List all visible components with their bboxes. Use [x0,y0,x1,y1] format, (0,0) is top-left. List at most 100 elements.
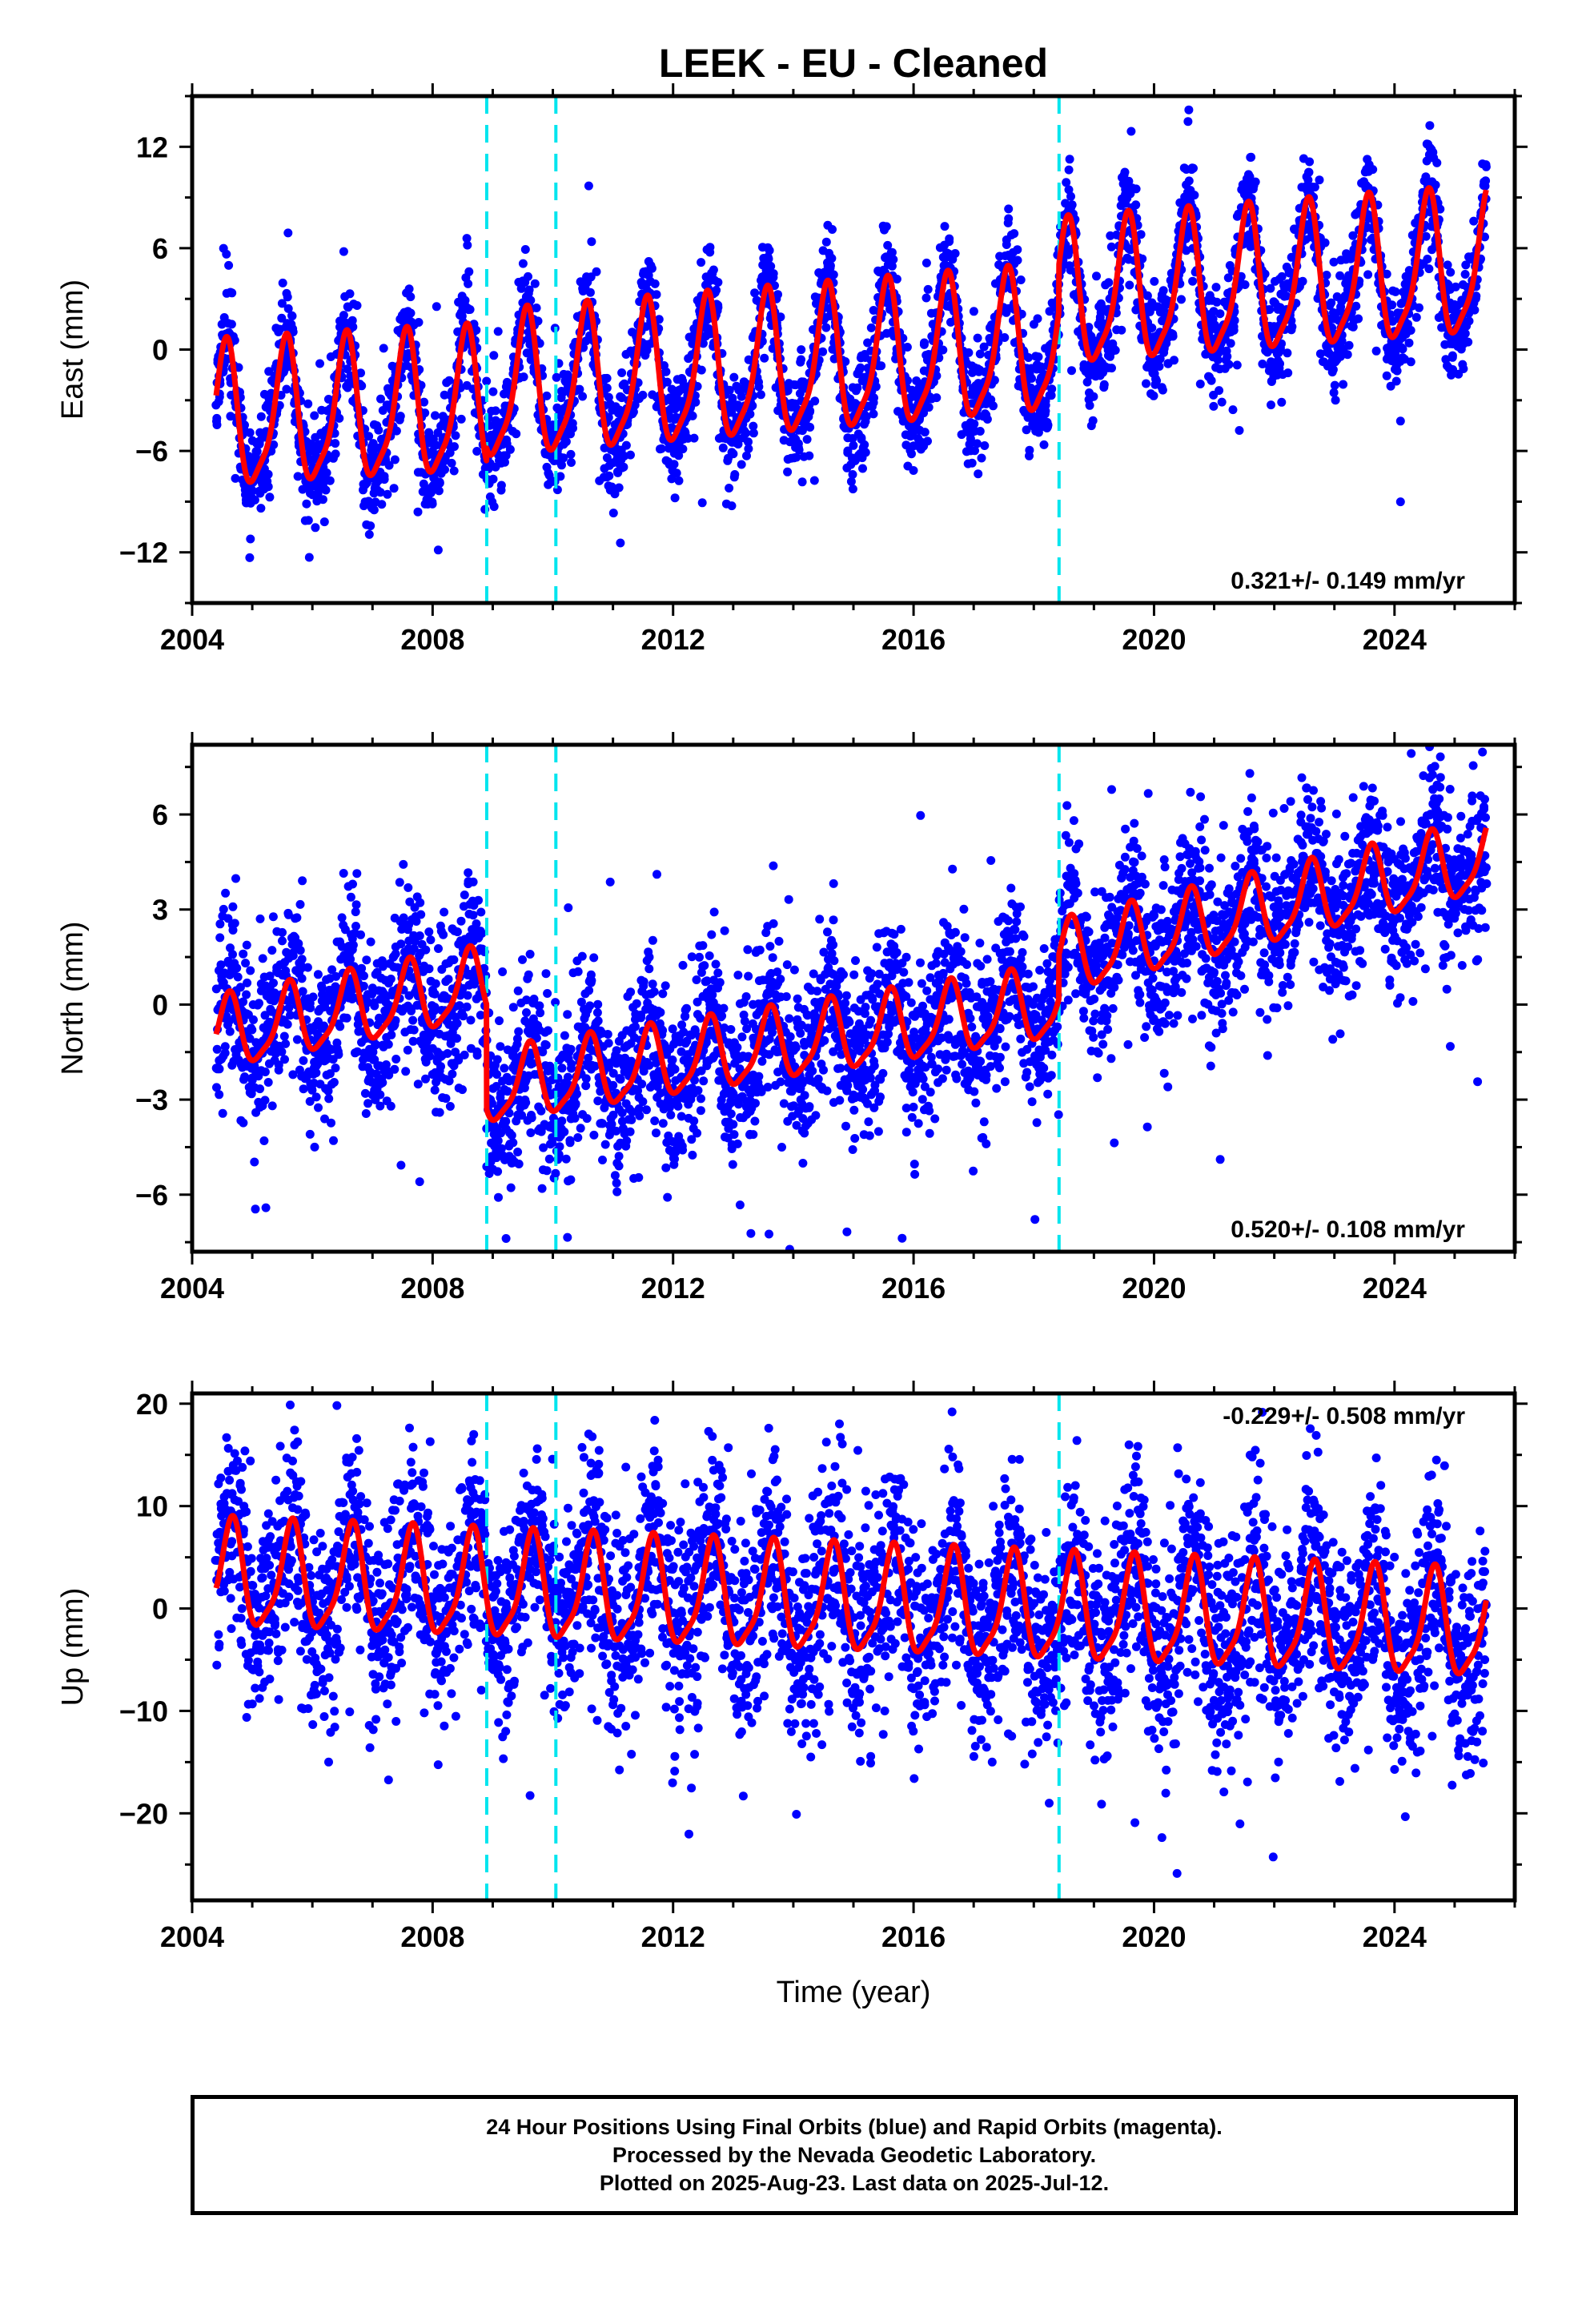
data-point [559,453,568,463]
data-point [1331,396,1340,405]
data-point [678,444,688,454]
data-point [1195,380,1205,388]
data-point [295,946,305,955]
data-point [1117,325,1126,335]
data-point [248,486,257,496]
data-point [406,308,416,318]
y-tick-label: −6 [135,435,168,468]
data-point [1283,348,1292,358]
data-point [396,939,406,949]
data-point [348,879,357,889]
data-point [533,316,543,326]
data-point [255,914,265,923]
data-point [1224,360,1234,369]
data-point [374,425,383,435]
data-point [697,258,706,267]
data-point [1067,366,1076,376]
data-point [638,390,648,400]
data-point [1398,344,1407,354]
data-point [566,449,576,459]
data-point [1170,356,1178,365]
data-point [950,249,960,258]
data-point [299,1055,308,1065]
data-point [809,476,819,485]
data-point [1481,162,1491,171]
data-point [339,247,348,256]
data-point [375,488,385,497]
data-point [563,370,572,380]
data-point [452,927,462,937]
data-point [452,1034,462,1043]
data-point [303,963,312,972]
data-point [602,373,612,383]
data-point [447,458,456,468]
data-point [462,234,472,243]
data-point [440,390,449,400]
data-point [1120,167,1130,177]
data-point [396,412,405,421]
data-point [451,431,460,440]
data-point [265,493,275,502]
data-point [416,910,426,919]
data-point [1064,165,1074,175]
data-point [287,312,297,321]
data-point [1089,392,1098,401]
data-point [974,469,983,479]
data-point [391,426,401,436]
data-point [449,955,459,964]
data-point [617,368,627,377]
data-point [1207,376,1216,385]
data-point [1004,204,1014,214]
data-point [245,553,255,562]
data-point [493,1136,503,1145]
data-point [512,429,521,439]
data-point [477,929,487,938]
data-point [280,1055,289,1064]
data-point [969,307,978,316]
data-point [460,891,469,899]
data-point [227,288,237,298]
data-point [1039,440,1049,449]
data-point [674,476,684,485]
data-point [1222,346,1231,356]
data-point [827,254,837,263]
data-point [1131,200,1141,210]
data-point [1344,340,1354,350]
data-point [433,545,443,555]
data-point [460,1050,469,1059]
data-point [821,323,831,332]
data-point [587,237,596,247]
data-point [744,437,753,447]
data-point [1470,305,1480,315]
data-point [379,475,389,485]
data-point [298,876,307,886]
data-point [327,1118,335,1128]
data-point [542,391,552,400]
data-point [243,978,252,987]
data-point [297,955,307,964]
data-point [1209,401,1219,411]
data-point [1240,280,1250,289]
data-point [1033,314,1042,324]
data-point [439,930,448,939]
data-point [378,1078,387,1088]
x-tick-label: 2012 [641,623,705,656]
data-point [1184,105,1194,115]
data-point [1010,229,1019,239]
data-point [256,412,266,421]
data-point [848,485,857,494]
data-point [329,1078,339,1087]
data-point [1305,157,1315,167]
data-point [793,439,803,448]
data-point [488,474,498,484]
data-point [414,318,424,327]
data-point [239,1118,248,1128]
data-point [1423,255,1432,263]
data-point [413,1080,423,1089]
data-point [231,473,240,483]
data-point [346,892,355,902]
data-point [520,245,530,254]
data-point [689,433,699,443]
data-point [750,288,760,298]
